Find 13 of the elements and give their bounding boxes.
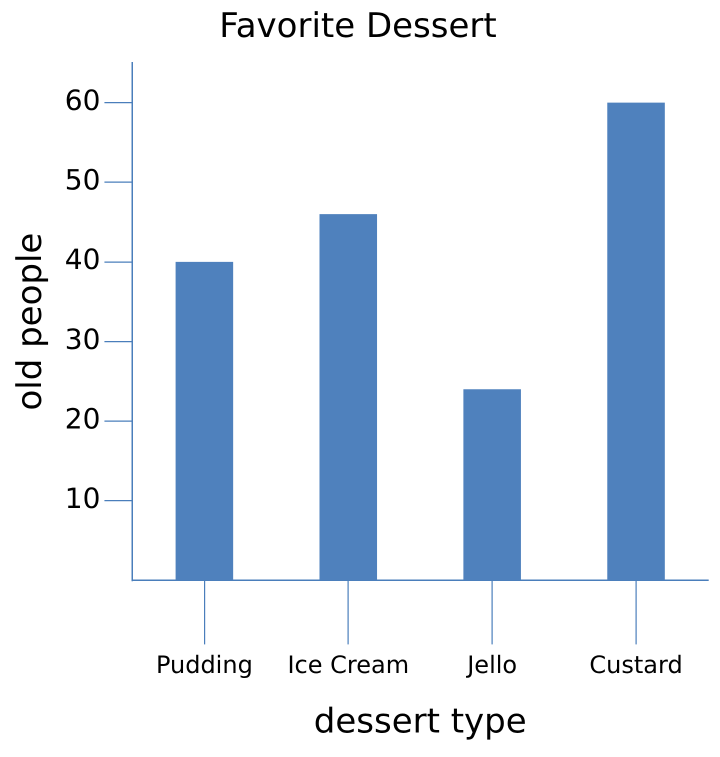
x-axis-title: dessert type [314,701,527,742]
y-tick-label: 20 [64,402,100,436]
y-tick-label: 50 [64,164,100,197]
y-tick-label: 30 [64,322,100,356]
x-tick-label: Pudding [156,651,253,680]
y-tick-label: 10 [64,482,100,516]
y-tick-label: 40 [64,243,100,276]
x-tick-label: Jello [465,651,518,680]
chart-title: Favorite Dessert [219,6,497,46]
y-tick-label: 60 [64,84,100,117]
x-tick-label: Ice Cream [287,651,410,680]
y-axis-title: old people [10,232,50,411]
x-tick-label: Custard [589,651,683,680]
